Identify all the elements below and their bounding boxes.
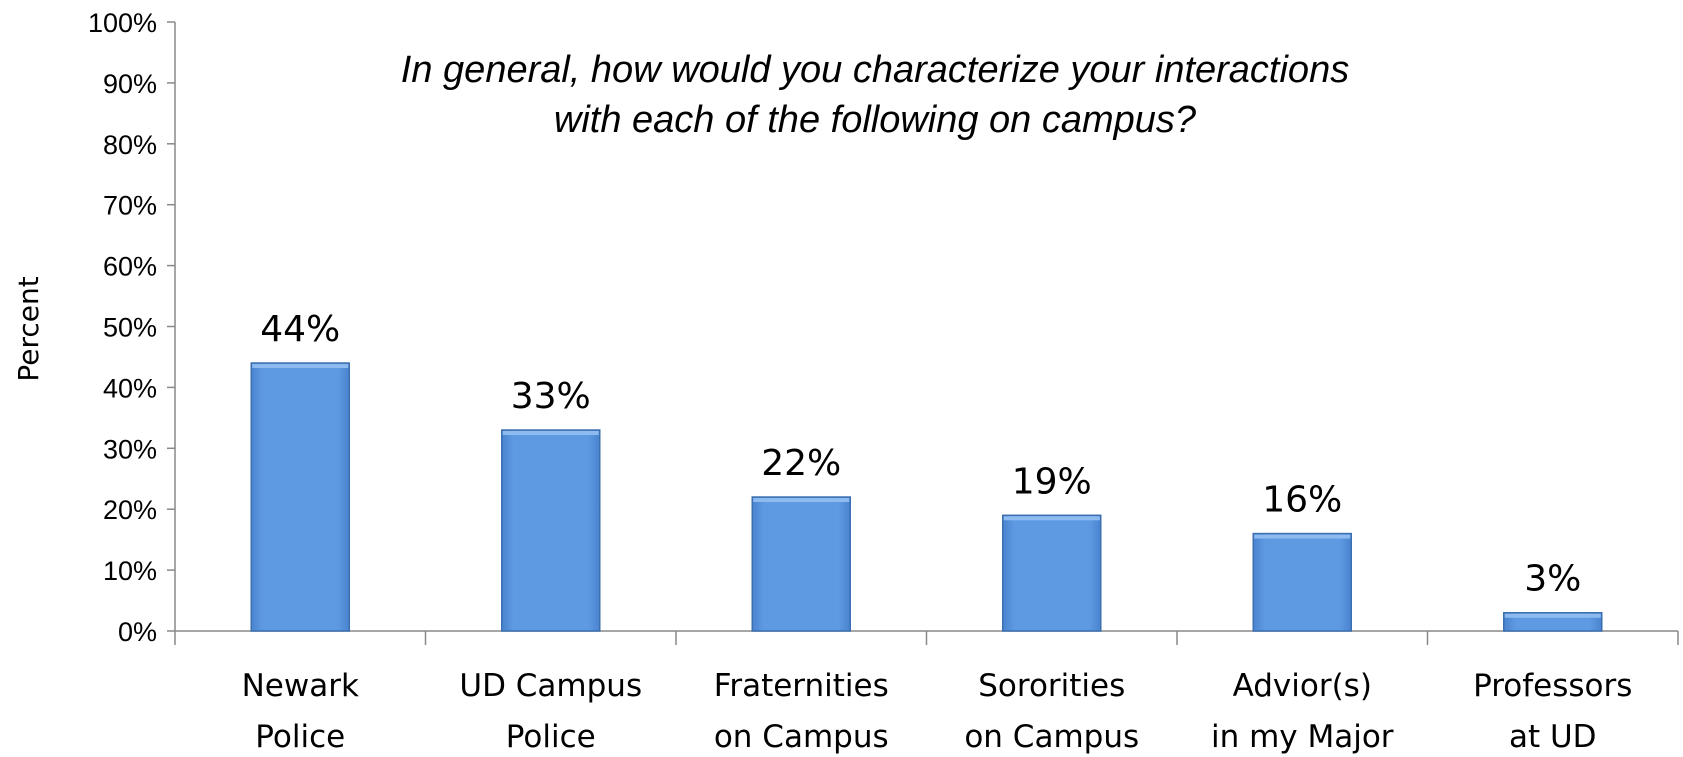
bar-series [250,362,1603,632]
bar [1252,532,1352,632]
bar [1503,611,1603,632]
category-label: Newark [242,668,359,704]
y-axis: 0% 10% 20% 30% 40% 50% 60% 70% 80% 90% 100% [88,8,176,647]
bar-highlight [252,364,349,369]
y-tick-label: 100% [88,8,157,38]
category-label: in my Major [1211,719,1394,755]
category-label: Police [506,719,596,755]
y-tick-label: 40% [103,373,157,403]
bar [1002,514,1102,632]
bar [501,429,601,632]
chart-title-line-2: with each of the following on campus? [554,99,1197,141]
data-label: 3% [1524,559,1581,600]
data-label: 16% [1262,480,1342,521]
category-labels: Newark Police UD Campus Police Fraternities o… [242,668,1633,755]
bar [250,362,350,632]
bar-body [1252,532,1352,632]
category-label: Sororities [978,668,1125,704]
category-label: Fraternities [714,668,889,704]
data-label: 33% [511,376,591,417]
bar-body [501,429,601,632]
category-label: on Campus [964,719,1139,755]
x-axis [174,630,1679,645]
y-tick-label: 70% [103,191,157,221]
y-tick-label: 10% [103,556,157,586]
y-tick-label: 20% [103,495,157,525]
bar-body [250,362,350,632]
bar-highlight [502,431,599,436]
bar-body [751,496,851,632]
category-label: UD Campus [459,668,642,704]
category-label: Advior(s) [1233,668,1372,704]
bar-body [1002,514,1102,632]
category-label: at UD [1509,719,1597,755]
data-label: 44% [260,309,340,350]
category-label: on Campus [714,719,889,755]
data-label: 22% [761,443,841,484]
y-tick-label: 50% [103,313,157,343]
chart-title: In general, how would you characterize y… [401,49,1349,141]
bar-highlight [1003,516,1100,521]
bar-highlight [753,498,850,503]
y-tick-label: 60% [103,252,157,282]
category-label: Professors [1473,668,1632,704]
y-tick-label: 90% [103,69,157,99]
bar-highlight [1504,613,1601,618]
category-label: Police [255,719,345,755]
bar [751,496,851,632]
bar-highlight [1254,534,1351,539]
y-tick-label: 30% [103,434,157,464]
chart-title-line-1: In general, how would you characterize y… [401,49,1349,91]
data-labels: 44% 33% 22% 19% 16% 3% [260,309,1581,600]
y-tick-label: 80% [103,130,157,160]
y-tick-label: 0% [118,617,157,647]
y-axis-title: Percent [12,276,45,381]
data-label: 19% [1012,461,1092,502]
